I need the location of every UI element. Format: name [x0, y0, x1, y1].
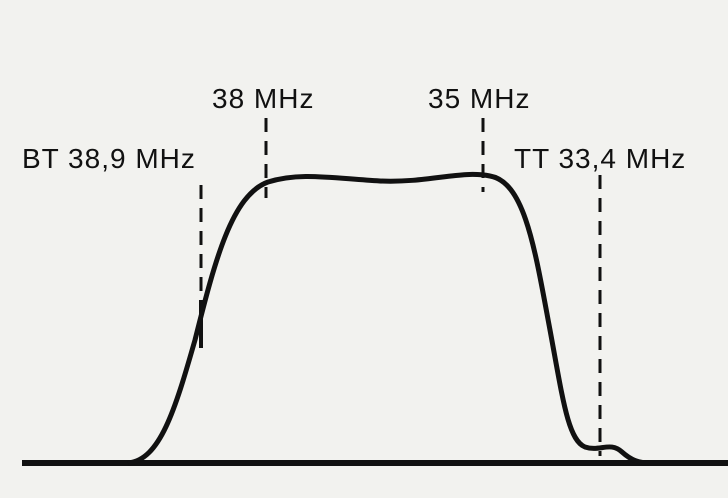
marker-label: 35 MHz: [428, 83, 530, 114]
marker-label: 38 MHz: [212, 83, 314, 114]
marker-label: BT 38,9 MHz: [22, 143, 196, 174]
marker-label: TT 33,4 MHz: [514, 143, 686, 174]
